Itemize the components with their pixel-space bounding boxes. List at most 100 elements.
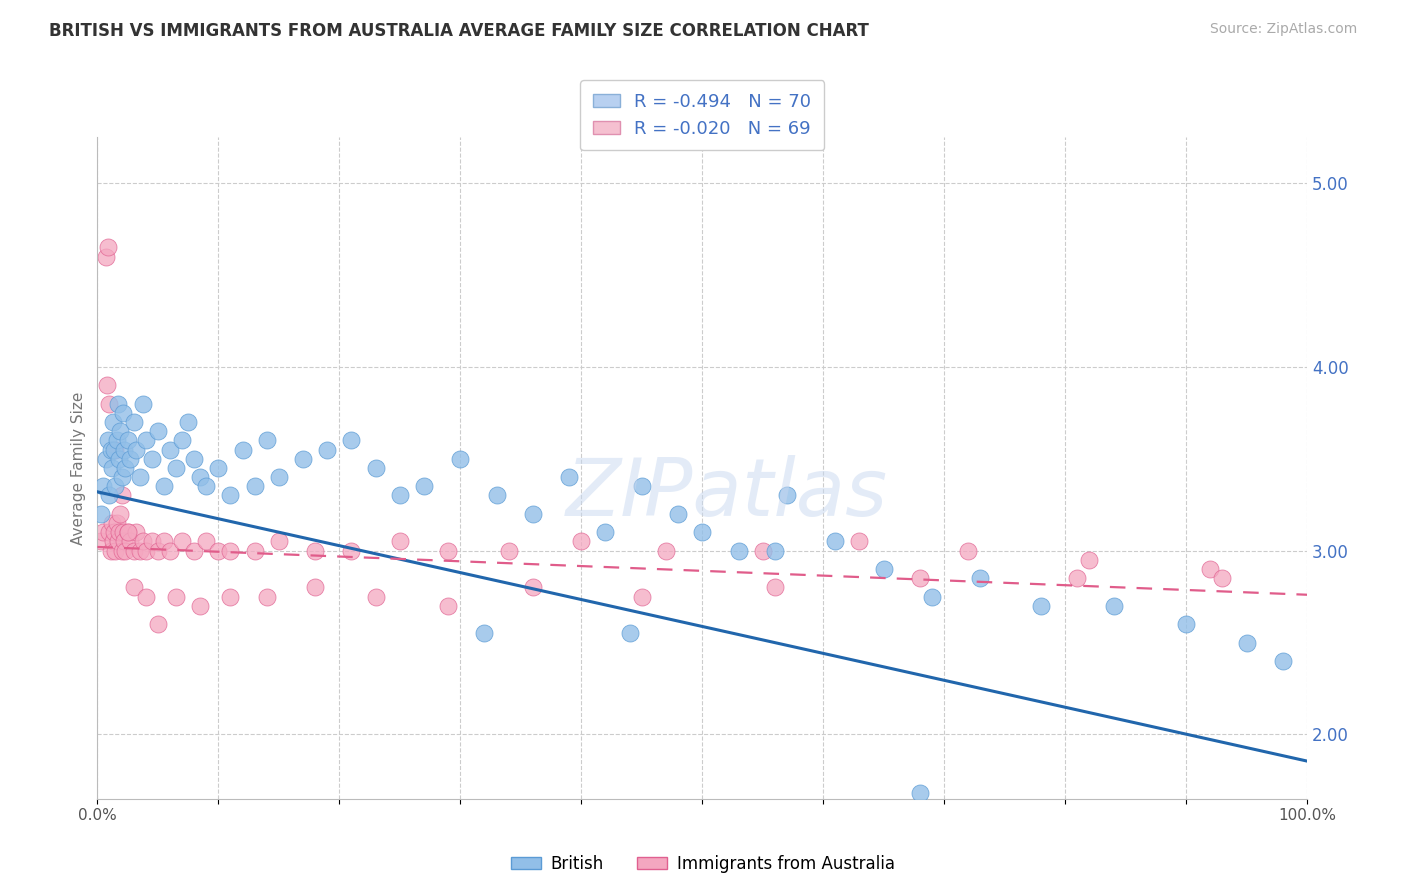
- Point: [195, 479, 218, 493]
- Point: [101, 534, 124, 549]
- Point: [125, 442, 148, 457]
- Point: [908, 786, 931, 800]
- Point: [100, 543, 122, 558]
- Point: [112, 442, 135, 457]
- Point: [219, 590, 242, 604]
- Point: [751, 543, 773, 558]
- Legend: R = -0.494   N = 70, R = -0.020   N = 69: R = -0.494 N = 70, R = -0.020 N = 69: [581, 80, 824, 150]
- Point: [195, 534, 218, 549]
- Point: [763, 543, 786, 558]
- Point: [848, 534, 870, 549]
- Point: [141, 451, 163, 466]
- Point: [256, 434, 278, 448]
- Point: [122, 543, 145, 558]
- Point: [655, 543, 678, 558]
- Point: [110, 470, 132, 484]
- Point: [153, 534, 176, 549]
- Point: [340, 434, 363, 448]
- Point: [128, 470, 150, 484]
- Point: [110, 543, 132, 558]
- Point: [103, 442, 125, 457]
- Point: [908, 571, 931, 585]
- Point: [364, 461, 387, 475]
- Point: [90, 507, 112, 521]
- Point: [1029, 599, 1052, 613]
- Point: [94, 250, 117, 264]
- Point: [690, 525, 713, 540]
- Point: [437, 543, 460, 558]
- Point: [97, 434, 120, 448]
- Point: [104, 442, 127, 457]
- Point: [141, 534, 163, 549]
- Point: [122, 581, 145, 595]
- Point: [93, 525, 115, 540]
- Point: [108, 525, 131, 540]
- Point: [413, 479, 436, 493]
- Point: [153, 479, 176, 493]
- Point: [1211, 571, 1233, 585]
- Point: [101, 516, 124, 530]
- Point: [103, 525, 125, 540]
- Point: [957, 543, 980, 558]
- Point: [108, 451, 131, 466]
- Point: [111, 525, 134, 540]
- Point: [117, 434, 139, 448]
- Point: [630, 590, 652, 604]
- Point: [1271, 654, 1294, 668]
- Point: [100, 442, 122, 457]
- Point: [498, 543, 520, 558]
- Point: [96, 378, 118, 392]
- Point: [292, 451, 315, 466]
- Point: [165, 590, 187, 604]
- Point: [1102, 599, 1125, 613]
- Point: [98, 396, 121, 410]
- Point: [364, 590, 387, 604]
- Point: [122, 415, 145, 429]
- Point: [183, 451, 205, 466]
- Point: [132, 534, 155, 549]
- Point: [135, 543, 157, 558]
- Point: [449, 451, 471, 466]
- Point: [558, 470, 581, 484]
- Point: [921, 590, 943, 604]
- Point: [90, 534, 112, 549]
- Point: [118, 451, 141, 466]
- Point: [776, 488, 799, 502]
- Point: [1236, 635, 1258, 649]
- Point: [763, 581, 786, 595]
- Y-axis label: Average Family Size: Average Family Size: [72, 392, 86, 545]
- Point: [117, 525, 139, 540]
- Point: [118, 534, 141, 549]
- Point: [304, 543, 326, 558]
- Point: [101, 461, 124, 475]
- Text: Source: ZipAtlas.com: Source: ZipAtlas.com: [1209, 22, 1357, 37]
- Point: [388, 488, 411, 502]
- Point: [304, 581, 326, 595]
- Point: [969, 571, 991, 585]
- Point: [104, 543, 127, 558]
- Point: [824, 534, 846, 549]
- Point: [105, 434, 128, 448]
- Point: [188, 470, 211, 484]
- Point: [94, 451, 117, 466]
- Point: [243, 543, 266, 558]
- Point: [101, 415, 124, 429]
- Point: [107, 396, 129, 410]
- Point: [112, 534, 135, 549]
- Point: [110, 488, 132, 502]
- Point: [666, 507, 689, 521]
- Point: [98, 525, 121, 540]
- Point: [522, 507, 544, 521]
- Point: [522, 581, 544, 595]
- Point: [595, 525, 617, 540]
- Point: [170, 534, 193, 549]
- Point: [1199, 562, 1222, 576]
- Point: [159, 442, 181, 457]
- Point: [219, 543, 242, 558]
- Point: [146, 424, 169, 438]
- Point: [165, 461, 187, 475]
- Point: [1078, 553, 1101, 567]
- Point: [97, 240, 120, 254]
- Point: [132, 396, 155, 410]
- Point: [188, 599, 211, 613]
